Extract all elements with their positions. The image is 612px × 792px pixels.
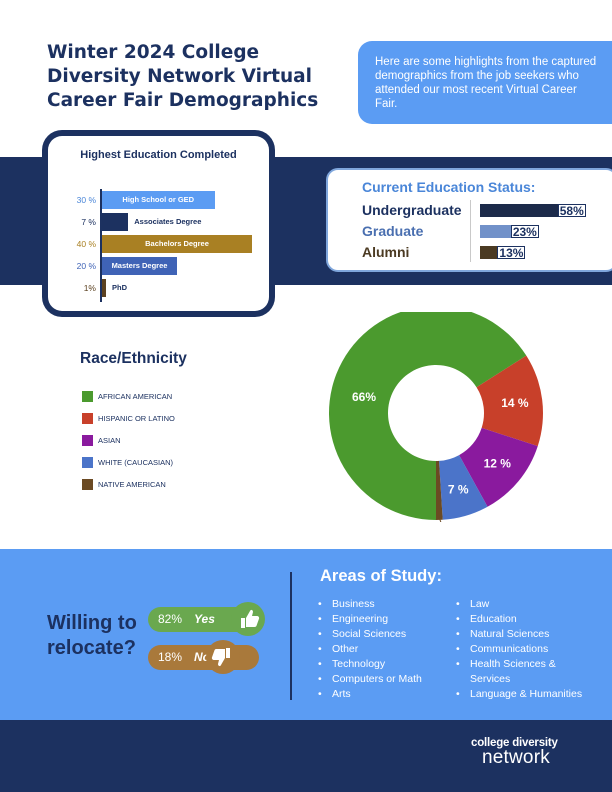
legend-swatch <box>82 435 93 446</box>
area-of-study-item: Natural Sciences <box>456 627 582 642</box>
status-bar <box>480 225 511 238</box>
thumbs-down-icon <box>206 640 240 674</box>
area-of-study-item: Communications <box>456 642 582 657</box>
relocate-title-line2: relocate? <box>47 637 136 659</box>
legend-swatch <box>82 479 93 490</box>
legend-label: ASIAN <box>98 436 121 445</box>
donut-slice <box>439 455 488 520</box>
education-pct-label: 40 % <box>76 239 96 249</box>
logo-text-bottom: network <box>482 747 550 768</box>
education-bar <box>102 279 106 297</box>
education-title: Highest Education Completed <box>80 149 237 161</box>
education-bar-label: PhD <box>112 283 127 292</box>
status-bar <box>480 204 558 217</box>
area-of-study-item: Arts <box>318 687 422 702</box>
area-of-study-item: Other <box>318 642 422 657</box>
donut-slice-label: 12 % <box>484 457 512 471</box>
education-bar <box>102 213 129 231</box>
area-of-study-item: Services <box>470 673 511 685</box>
legend-label: WHITE (CAUCASIAN) <box>98 458 173 467</box>
area-of-study-item: Business <box>318 597 422 612</box>
status-value: 58% <box>557 204 586 218</box>
intro-box: Here are some highlights from the captur… <box>358 41 612 124</box>
donut-slice-label: 14 % <box>501 396 529 410</box>
education-bar-label: High School or GED <box>122 195 195 204</box>
donut-slice-label: 7 % <box>448 482 469 496</box>
race-donut-chart: 66%14 %12 %7 %1 % <box>329 312 543 522</box>
education-pct-label: 20 % <box>76 261 96 271</box>
education-bar-label: Masters Degree <box>111 261 168 270</box>
education-bar-label: Associates Degree <box>134 217 202 226</box>
area-of-study-item: Language & Humanities <box>456 687 582 702</box>
area-of-study-item: Technology <box>318 657 422 672</box>
education-pct-label: 30 % <box>76 195 96 205</box>
relocate-no-pill: 18% No <box>148 640 259 674</box>
relocate-yes-word: Yes <box>194 612 215 626</box>
relocate-no-pct: 18% <box>158 650 183 664</box>
donut-slice <box>436 460 443 520</box>
relocate-yes-pct: 82% <box>158 612 183 626</box>
area-of-study-item: Education <box>456 612 582 627</box>
education-bar <box>102 191 215 209</box>
education-bar-label: Bachelors Degree <box>145 239 209 248</box>
education-row: 40 % Bachelors Degree <box>48 235 269 253</box>
status-card: Current Education Status: Undergraduate 5… <box>326 168 612 272</box>
status-label: Undergraduate <box>362 202 462 218</box>
logo-text-top: college diversity <box>471 737 558 749</box>
area-of-study-item: Engineering <box>318 612 422 627</box>
status-value: 23% <box>510 225 539 239</box>
status-bar <box>480 246 498 259</box>
education-row: 7 % Associates Degree <box>48 213 269 231</box>
legend-label: AFRICAN AMERICAN <box>98 392 173 401</box>
education-bar <box>102 235 252 253</box>
vertical-divider <box>290 572 292 700</box>
relocate-yes-pill: 82% Yes <box>148 602 265 636</box>
status-label: Alumni <box>362 244 410 260</box>
donut-slice-label: 66% <box>352 390 376 404</box>
thumbs-up-icon <box>231 602 265 636</box>
donut-slice <box>329 312 527 520</box>
relocate-title-line1: Willing to <box>47 612 137 634</box>
race-title: Race/Ethnicity <box>80 350 187 367</box>
donut-slice <box>476 355 543 447</box>
donut-slice <box>459 427 538 507</box>
education-axis <box>100 189 102 302</box>
status-separator <box>470 200 471 262</box>
education-row: 30 % High School or GED <box>48 191 269 209</box>
education-row: 1% PhD <box>48 279 269 297</box>
education-pct-label: 7 % <box>81 217 96 227</box>
legend-swatch <box>82 391 93 402</box>
areas-title: Areas of Study: <box>320 567 442 585</box>
areas-list-right: LawEducationNatural SciencesCommunicatio… <box>456 597 582 702</box>
education-card: Highest Education Completed 30 % High Sch… <box>42 130 275 317</box>
area-of-study-item: Health Sciences & <box>456 657 582 672</box>
page-title: Winter 2024 College Diversity Network Vi… <box>47 42 319 111</box>
legend-swatch <box>82 457 93 468</box>
status-value: 13% <box>497 246 526 260</box>
education-bar <box>102 257 177 275</box>
footer <box>0 720 612 792</box>
status-label: Graduate <box>362 223 424 239</box>
legend-label: HISPANIC OR LATINO <box>98 414 175 423</box>
education-row: 20 % Masters Degree <box>48 257 269 275</box>
education-pct-label: 1% <box>83 283 96 293</box>
status-title: Current Education Status: <box>362 179 536 195</box>
education-card-inner: Highest Education Completed 30 % High Sch… <box>48 136 269 311</box>
relocate-title: Willing to relocate? <box>47 611 137 661</box>
donut-leader-line <box>438 517 442 522</box>
areas-list-left: BusinessEngineeringSocial SciencesOtherT… <box>318 597 422 702</box>
intro-text: Here are some highlights from the captur… <box>375 56 597 110</box>
area-of-study-item: Social Sciences <box>318 627 422 642</box>
area-of-study-item: Law <box>456 597 582 612</box>
area-of-study-item: Computers or Math <box>318 672 422 687</box>
legend-label: NATIVE AMERICAN <box>98 480 166 489</box>
legend-swatch <box>82 413 93 424</box>
